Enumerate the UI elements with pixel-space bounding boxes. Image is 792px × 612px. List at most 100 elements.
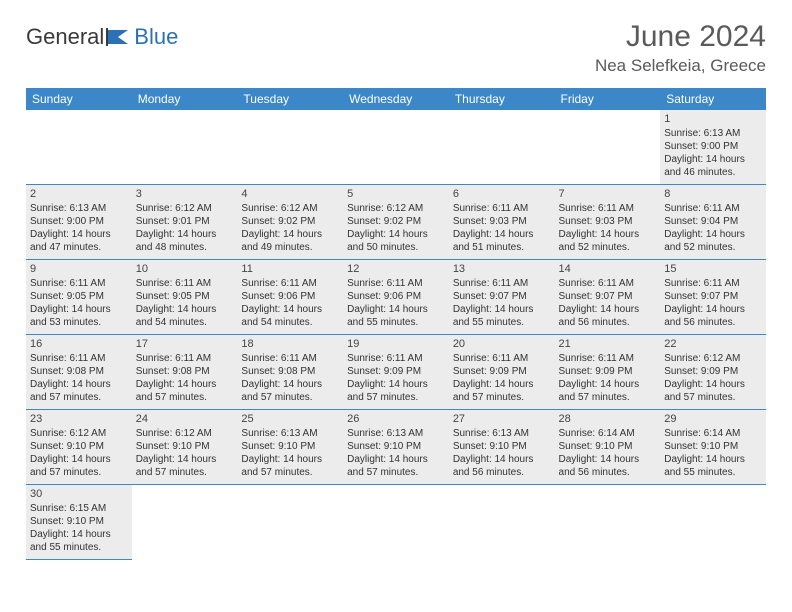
calendar-cell <box>343 485 449 560</box>
cell-line: Sunset: 9:10 PM <box>241 440 339 453</box>
cell-line: Daylight: 14 hours <box>453 378 551 391</box>
cell-line: Sunset: 9:04 PM <box>664 215 762 228</box>
brand-logo: GeneralBlue <box>26 20 178 50</box>
cell-line: Daylight: 14 hours <box>453 303 551 316</box>
calendar-cell: 26Sunrise: 6:13 AMSunset: 9:10 PMDayligh… <box>343 410 449 485</box>
calendar-row: 23Sunrise: 6:12 AMSunset: 9:10 PMDayligh… <box>26 410 766 485</box>
calendar-cell <box>237 485 343 560</box>
cell-line: Sunrise: 6:13 AM <box>241 427 339 440</box>
day-header: Sunday <box>26 88 132 110</box>
cell-line: Sunrise: 6:11 AM <box>30 352 128 365</box>
cell-line: Sunset: 9:06 PM <box>347 290 445 303</box>
calendar-row: 1Sunrise: 6:13 AMSunset: 9:00 PMDaylight… <box>26 110 766 185</box>
cell-line: Sunset: 9:10 PM <box>347 440 445 453</box>
cell-line: Sunset: 9:07 PM <box>664 290 762 303</box>
calendar-cell: 17Sunrise: 6:11 AMSunset: 9:08 PMDayligh… <box>132 335 238 410</box>
calendar-cell: 24Sunrise: 6:12 AMSunset: 9:10 PMDayligh… <box>132 410 238 485</box>
calendar-cell: 1Sunrise: 6:13 AMSunset: 9:00 PMDaylight… <box>660 110 766 185</box>
day-number: 12 <box>347 262 445 276</box>
cell-line: Sunset: 9:10 PM <box>30 440 128 453</box>
cell-line: and 55 minutes. <box>453 316 551 329</box>
cell-line: Sunrise: 6:11 AM <box>30 277 128 290</box>
cell-line: and 57 minutes. <box>453 391 551 404</box>
cell-line: and 54 minutes. <box>136 316 234 329</box>
page-title: June 2024 <box>595 20 766 54</box>
day-number: 14 <box>559 262 657 276</box>
cell-line: Daylight: 14 hours <box>136 453 234 466</box>
cell-line: Daylight: 14 hours <box>30 528 128 541</box>
cell-line: and 55 minutes. <box>664 466 762 479</box>
cell-line: Sunrise: 6:11 AM <box>453 277 551 290</box>
calendar-row: 16Sunrise: 6:11 AMSunset: 9:08 PMDayligh… <box>26 335 766 410</box>
day-header: Saturday <box>660 88 766 110</box>
day-header: Thursday <box>449 88 555 110</box>
day-number: 21 <box>559 337 657 351</box>
day-number: 5 <box>347 187 445 201</box>
day-number: 7 <box>559 187 657 201</box>
calendar-cell <box>343 110 449 185</box>
cell-line: Sunset: 9:10 PM <box>664 440 762 453</box>
brand-word2: Blue <box>134 24 178 50</box>
day-number: 18 <box>241 337 339 351</box>
cell-line: Daylight: 14 hours <box>664 228 762 241</box>
location-label: Nea Selefkeia, Greece <box>595 56 766 76</box>
calendar-cell: 28Sunrise: 6:14 AMSunset: 9:10 PMDayligh… <box>555 410 661 485</box>
cell-line: and 57 minutes. <box>347 391 445 404</box>
day-number: 15 <box>664 262 762 276</box>
cell-line: Sunset: 9:05 PM <box>30 290 128 303</box>
cell-line: Sunrise: 6:13 AM <box>664 127 762 140</box>
cell-line: and 53 minutes. <box>30 316 128 329</box>
day-number: 10 <box>136 262 234 276</box>
cell-line: and 51 minutes. <box>453 241 551 254</box>
cell-line: and 55 minutes. <box>347 316 445 329</box>
day-number: 13 <box>453 262 551 276</box>
day-number: 28 <box>559 412 657 426</box>
cell-line: Sunset: 9:09 PM <box>453 365 551 378</box>
calendar-cell: 5Sunrise: 6:12 AMSunset: 9:02 PMDaylight… <box>343 185 449 260</box>
cell-line: Sunrise: 6:12 AM <box>136 202 234 215</box>
calendar-cell: 16Sunrise: 6:11 AMSunset: 9:08 PMDayligh… <box>26 335 132 410</box>
day-number: 2 <box>30 187 128 201</box>
cell-line: Sunrise: 6:11 AM <box>241 277 339 290</box>
cell-line: and 46 minutes. <box>664 166 762 179</box>
day-number: 6 <box>453 187 551 201</box>
cell-line: Sunset: 9:10 PM <box>559 440 657 453</box>
cell-line: and 57 minutes. <box>241 391 339 404</box>
calendar-cell: 12Sunrise: 6:11 AMSunset: 9:06 PMDayligh… <box>343 260 449 335</box>
cell-line: Sunrise: 6:11 AM <box>664 202 762 215</box>
cell-line: Sunset: 9:10 PM <box>453 440 551 453</box>
cell-line: Daylight: 14 hours <box>347 453 445 466</box>
cell-line: Daylight: 14 hours <box>136 378 234 391</box>
day-header-row: Sunday Monday Tuesday Wednesday Thursday… <box>26 88 766 110</box>
cell-line: Daylight: 14 hours <box>453 453 551 466</box>
cell-line: Daylight: 14 hours <box>241 228 339 241</box>
cell-line: Daylight: 14 hours <box>30 378 128 391</box>
cell-line: and 57 minutes. <box>664 391 762 404</box>
calendar-cell: 14Sunrise: 6:11 AMSunset: 9:07 PMDayligh… <box>555 260 661 335</box>
calendar-cell: 13Sunrise: 6:11 AMSunset: 9:07 PMDayligh… <box>449 260 555 335</box>
title-block: June 2024 Nea Selefkeia, Greece <box>595 20 766 76</box>
cell-line: Sunset: 9:06 PM <box>241 290 339 303</box>
day-number: 20 <box>453 337 551 351</box>
cell-line: and 57 minutes. <box>136 466 234 479</box>
day-number: 26 <box>347 412 445 426</box>
cell-line: Daylight: 14 hours <box>347 303 445 316</box>
cell-line: and 54 minutes. <box>241 316 339 329</box>
cell-line: Daylight: 14 hours <box>241 453 339 466</box>
cell-line: Daylight: 14 hours <box>241 378 339 391</box>
day-number: 23 <box>30 412 128 426</box>
cell-line: and 56 minutes. <box>453 466 551 479</box>
cell-line: Sunset: 9:01 PM <box>136 215 234 228</box>
cell-line: and 49 minutes. <box>241 241 339 254</box>
calendar-cell: 30Sunrise: 6:15 AMSunset: 9:10 PMDayligh… <box>26 485 132 560</box>
flag-icon <box>106 28 132 46</box>
cell-line: Sunrise: 6:11 AM <box>347 352 445 365</box>
cell-line: and 52 minutes. <box>664 241 762 254</box>
cell-line: Daylight: 14 hours <box>136 303 234 316</box>
day-number: 25 <box>241 412 339 426</box>
day-number: 3 <box>136 187 234 201</box>
calendar-table: Sunday Monday Tuesday Wednesday Thursday… <box>26 88 766 560</box>
cell-line: Sunset: 9:02 PM <box>241 215 339 228</box>
cell-line: Daylight: 14 hours <box>664 153 762 166</box>
cell-line: Sunset: 9:03 PM <box>453 215 551 228</box>
